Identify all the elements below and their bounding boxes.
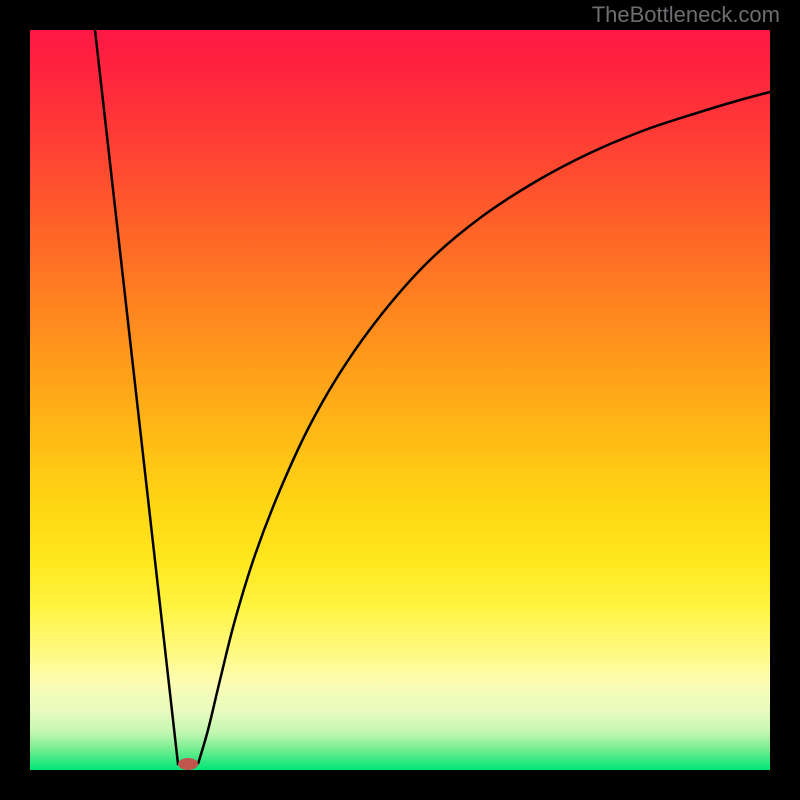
bottleneck-chart bbox=[0, 0, 800, 800]
chart-background bbox=[30, 30, 770, 770]
chart-container: TheBottleneck.com bbox=[0, 0, 800, 800]
optimal-point-marker bbox=[178, 758, 198, 770]
watermark-text: TheBottleneck.com bbox=[592, 2, 780, 28]
